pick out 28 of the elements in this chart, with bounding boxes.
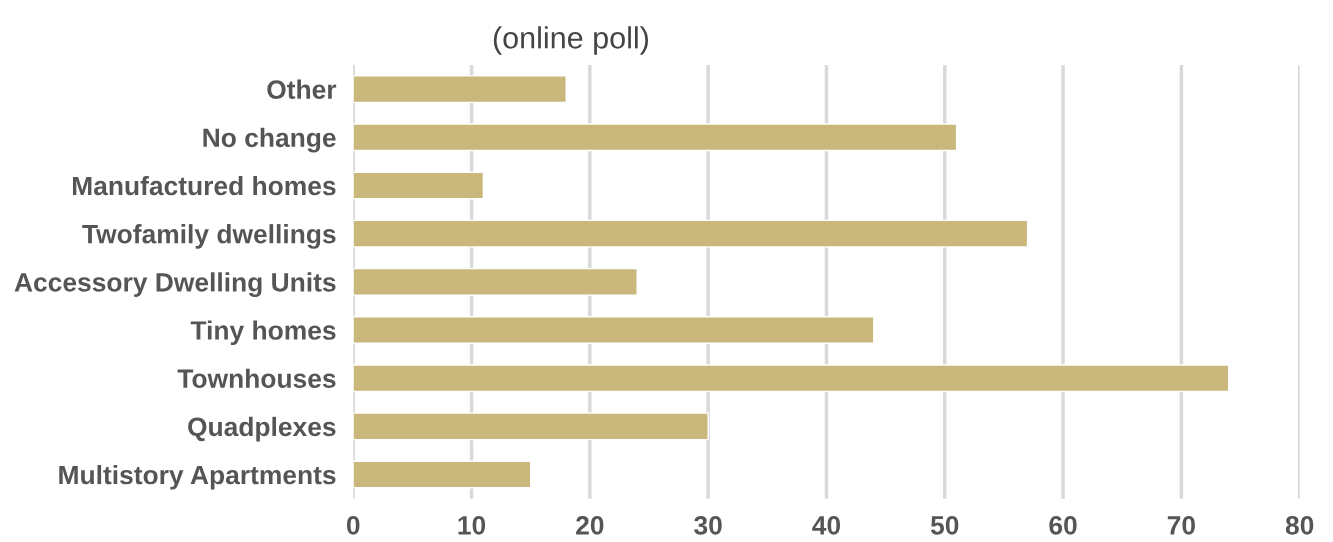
bar [353,219,1029,248]
bar [353,412,709,441]
y-tick-label: Accessory Dwelling Units [14,272,336,297]
x-tick-label: 0 [346,516,360,535]
x-tick-label: 60 [1049,516,1077,535]
y-tick-label: Twofamily dwellings [82,224,336,249]
bar [353,123,958,152]
x-tick-label: 40 [812,516,841,535]
y-tick-label: Tiny homes [190,320,336,346]
bar [353,267,638,296]
x-tick-label: 80 [1285,516,1314,535]
y-tick-label: Quadplexes [188,416,336,442]
x-tick-label: 20 [576,516,604,535]
y-tick-label: Manufactured homes [72,175,336,196]
y-tick-label: Townhouses [177,368,336,389]
bar [353,460,532,489]
y-tick-label: No change [203,127,336,153]
x-tick-label: 30 [694,516,722,535]
x-tick-label: 50 [930,516,959,535]
bar [353,316,875,344]
bar [353,75,567,104]
x-tick-label: 70 [1167,516,1195,535]
bar [353,171,485,200]
bar [353,364,1230,393]
x-tick-label: 10 [458,516,486,535]
y-tick-label: Other [267,79,337,99]
y-tick-label: Multistory Apartments [59,464,336,490]
chart-title: (online poll) [493,26,649,55]
